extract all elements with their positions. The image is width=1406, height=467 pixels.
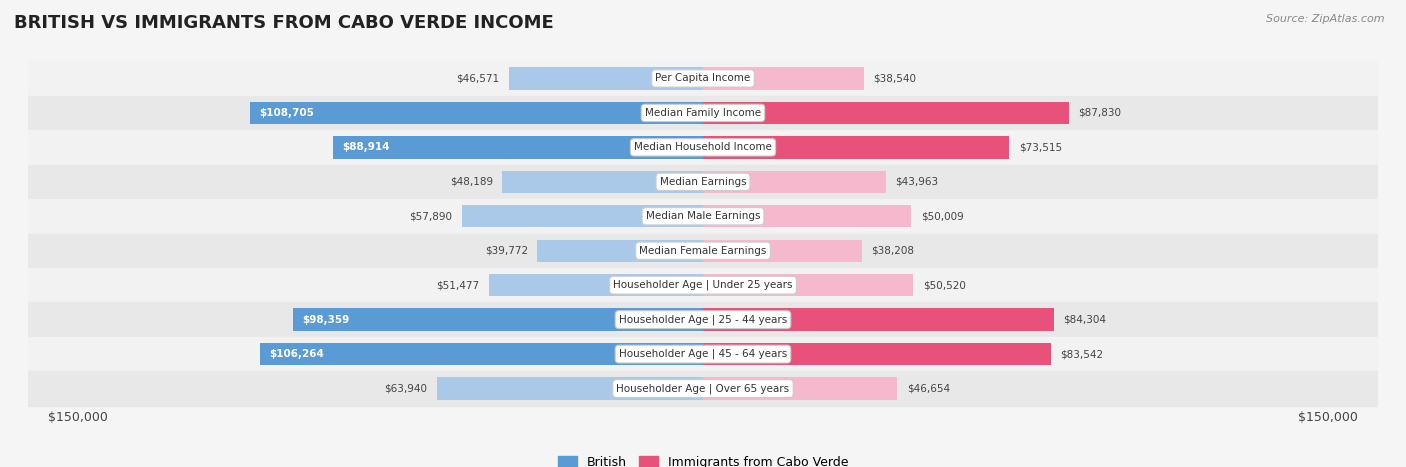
Text: $150,000: $150,000 bbox=[1298, 411, 1358, 424]
Text: $50,009: $50,009 bbox=[921, 211, 963, 221]
Text: Median Earnings: Median Earnings bbox=[659, 177, 747, 187]
Bar bbox=[461, 205, 703, 227]
Text: $84,304: $84,304 bbox=[1063, 315, 1107, 325]
Bar bbox=[703, 240, 862, 262]
Text: Householder Age | Over 65 years: Householder Age | Over 65 years bbox=[616, 383, 790, 394]
Bar bbox=[28, 303, 1378, 337]
Text: $46,571: $46,571 bbox=[457, 73, 499, 84]
Text: $38,540: $38,540 bbox=[873, 73, 915, 84]
Text: $98,359: $98,359 bbox=[302, 315, 350, 325]
Bar bbox=[703, 102, 1069, 124]
Bar bbox=[28, 199, 1378, 234]
Text: $51,477: $51,477 bbox=[436, 280, 479, 290]
Bar bbox=[333, 136, 703, 159]
Bar bbox=[703, 170, 886, 193]
Text: $50,520: $50,520 bbox=[922, 280, 966, 290]
Text: $48,189: $48,189 bbox=[450, 177, 494, 187]
Text: $83,542: $83,542 bbox=[1060, 349, 1104, 359]
Text: $106,264: $106,264 bbox=[270, 349, 325, 359]
Text: Per Capita Income: Per Capita Income bbox=[655, 73, 751, 84]
Text: Median Household Income: Median Household Income bbox=[634, 142, 772, 152]
Text: $73,515: $73,515 bbox=[1018, 142, 1062, 152]
Bar bbox=[703, 377, 897, 400]
Legend: British, Immigrants from Cabo Verde: British, Immigrants from Cabo Verde bbox=[558, 456, 848, 467]
Bar bbox=[260, 343, 703, 365]
Bar bbox=[703, 343, 1052, 365]
Bar bbox=[28, 164, 1378, 199]
Bar bbox=[703, 205, 911, 227]
Text: $150,000: $150,000 bbox=[48, 411, 108, 424]
Text: $43,963: $43,963 bbox=[896, 177, 939, 187]
Text: Householder Age | 45 - 64 years: Householder Age | 45 - 64 years bbox=[619, 349, 787, 359]
Text: $87,830: $87,830 bbox=[1078, 108, 1121, 118]
Text: Source: ZipAtlas.com: Source: ZipAtlas.com bbox=[1267, 14, 1385, 24]
Bar bbox=[703, 308, 1054, 331]
Bar bbox=[294, 308, 703, 331]
Text: $46,654: $46,654 bbox=[907, 383, 950, 394]
Text: $57,890: $57,890 bbox=[409, 211, 453, 221]
Text: Householder Age | Under 25 years: Householder Age | Under 25 years bbox=[613, 280, 793, 290]
Bar bbox=[28, 234, 1378, 268]
Text: $39,772: $39,772 bbox=[485, 246, 527, 256]
Text: Median Family Income: Median Family Income bbox=[645, 108, 761, 118]
Bar bbox=[502, 170, 703, 193]
Bar bbox=[250, 102, 703, 124]
Bar bbox=[28, 268, 1378, 303]
Text: Median Male Earnings: Median Male Earnings bbox=[645, 211, 761, 221]
Bar bbox=[28, 61, 1378, 96]
Bar bbox=[509, 67, 703, 90]
Bar bbox=[28, 371, 1378, 406]
Bar bbox=[537, 240, 703, 262]
Text: Householder Age | 25 - 44 years: Householder Age | 25 - 44 years bbox=[619, 314, 787, 325]
Text: $108,705: $108,705 bbox=[260, 108, 315, 118]
Text: $38,208: $38,208 bbox=[872, 246, 914, 256]
Bar bbox=[488, 274, 703, 297]
Bar bbox=[703, 136, 1010, 159]
Bar bbox=[437, 377, 703, 400]
Text: Median Female Earnings: Median Female Earnings bbox=[640, 246, 766, 256]
Bar bbox=[703, 67, 863, 90]
Bar bbox=[703, 274, 914, 297]
Bar bbox=[28, 96, 1378, 130]
Bar bbox=[28, 337, 1378, 371]
Bar bbox=[28, 130, 1378, 164]
Text: BRITISH VS IMMIGRANTS FROM CABO VERDE INCOME: BRITISH VS IMMIGRANTS FROM CABO VERDE IN… bbox=[14, 14, 554, 32]
Text: $88,914: $88,914 bbox=[342, 142, 389, 152]
Text: $63,940: $63,940 bbox=[384, 383, 427, 394]
